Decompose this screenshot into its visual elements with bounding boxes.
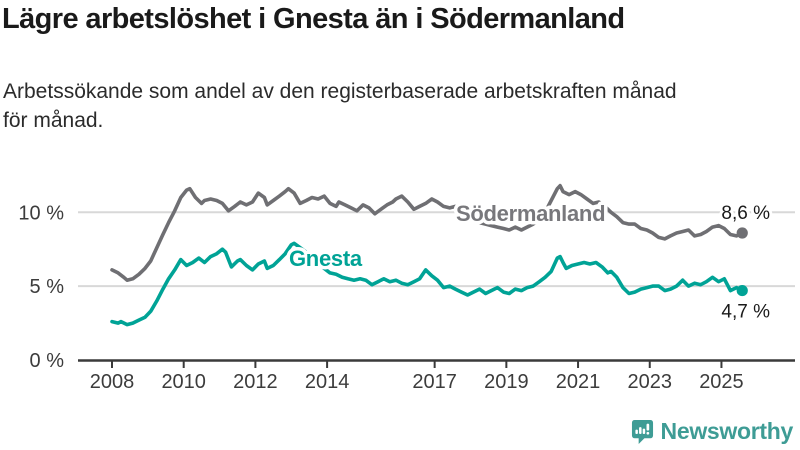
end-value-label-sodermanland: 8,6 % — [721, 203, 770, 224]
y-axis-label: 5 % — [30, 276, 65, 298]
x-axis-label: 2019 — [484, 371, 529, 393]
x-axis-label: 2023 — [628, 371, 673, 393]
chart-subtitle-line1: Arbetssökande som andel av den registerb… — [3, 80, 677, 103]
series-line-sodermanland — [110, 183, 745, 283]
series-line-gnesta — [110, 241, 745, 327]
newsworthy-brand-text: Newsworthy — [660, 418, 794, 444]
x-axis-label: 2025 — [699, 371, 744, 393]
newsworthy-logo: Newsworthy — [631, 418, 793, 445]
y-axis-label: 0 % — [30, 350, 65, 372]
x-axis-label: 2012 — [233, 371, 278, 393]
x-axis-label: 2008 — [90, 371, 135, 393]
chart-subtitle-line2: för månad. — [3, 109, 104, 132]
x-axis-label: 2014 — [305, 371, 350, 393]
y-axis-label: 10 % — [18, 202, 64, 224]
end-value-label-gnesta: 4,7 % — [721, 302, 770, 323]
series-label-gnesta: Gnesta — [289, 246, 363, 271]
chart-subtitle: Arbetssökande som andel av den registerb… — [3, 77, 793, 135]
chart-title: Lägre arbetslöshet i Gnesta än i Söderma… — [2, 3, 625, 35]
x-axis-label: 2017 — [412, 371, 457, 393]
x-axis-label: 2021 — [556, 371, 601, 393]
end-dot-gnesta — [736, 284, 748, 297]
newsworthy-logo-icon — [631, 419, 653, 444]
series-label-sodermanland: Södermanland — [456, 201, 605, 226]
x-axis-label: 2010 — [161, 371, 206, 393]
end-dot-sodermanland — [736, 227, 748, 239]
